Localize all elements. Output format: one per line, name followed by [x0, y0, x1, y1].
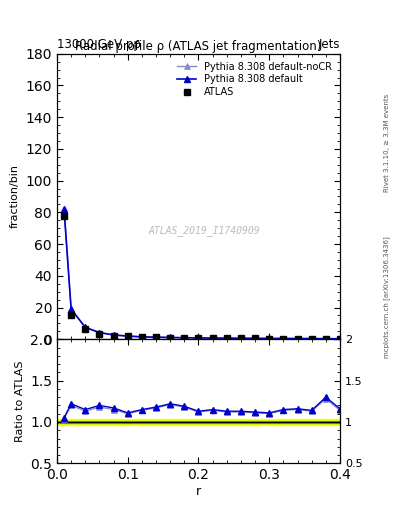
ATLAS	[83, 326, 88, 332]
Pythia 8.308 default-noCR	[69, 306, 73, 312]
ATLAS	[196, 335, 201, 341]
ATLAS	[224, 335, 229, 342]
Pythia 8.308 default	[69, 306, 73, 312]
ATLAS	[267, 335, 272, 342]
Pythia 8.308 default	[295, 335, 300, 342]
Pythia 8.308 default	[253, 335, 257, 342]
Pythia 8.308 default	[210, 335, 215, 341]
ATLAS	[210, 335, 215, 342]
Text: Jets: Jets	[318, 38, 340, 51]
ATLAS	[239, 335, 243, 342]
Pythia 8.308 default-noCR	[168, 334, 173, 340]
Line: Pythia 8.308 default: Pythia 8.308 default	[61, 206, 343, 342]
Y-axis label: Ratio to ATLAS: Ratio to ATLAS	[15, 360, 25, 442]
Pythia 8.308 default-noCR	[224, 335, 229, 341]
Legend: Pythia 8.308 default-noCR, Pythia 8.308 default, ATLAS: Pythia 8.308 default-noCR, Pythia 8.308 …	[174, 58, 335, 100]
Pythia 8.308 default	[125, 333, 130, 339]
ATLAS	[168, 335, 173, 341]
Pythia 8.308 default	[281, 335, 286, 342]
ATLAS	[140, 334, 144, 340]
Text: 13000 GeV pp: 13000 GeV pp	[57, 38, 141, 51]
Pythia 8.308 default-noCR	[196, 335, 201, 341]
Pythia 8.308 default	[196, 335, 201, 341]
Pythia 8.308 default-noCR	[182, 335, 187, 341]
Bar	[57, 419, 340, 425]
Pythia 8.308 default-noCR	[111, 332, 116, 338]
Pythia 8.308 default-noCR	[267, 335, 272, 342]
Text: Rivet 3.1.10, ≥ 3.3M events: Rivet 3.1.10, ≥ 3.3M events	[384, 94, 390, 193]
Pythia 8.308 default-noCR	[83, 324, 88, 330]
ATLAS	[182, 335, 187, 341]
Pythia 8.308 default	[140, 334, 144, 340]
Pythia 8.308 default	[309, 335, 314, 342]
ATLAS	[253, 335, 257, 342]
Pythia 8.308 default	[111, 332, 116, 338]
Pythia 8.308 default-noCR	[281, 335, 286, 342]
Pythia 8.308 default-noCR	[338, 336, 342, 342]
ATLAS	[323, 336, 328, 342]
Pythia 8.308 default	[338, 336, 342, 342]
Pythia 8.308 default	[83, 324, 88, 330]
ATLAS	[62, 212, 66, 219]
Pythia 8.308 default-noCR	[239, 335, 243, 342]
Pythia 8.308 default-noCR	[309, 335, 314, 342]
Pythia 8.308 default	[62, 206, 66, 212]
ATLAS	[111, 332, 116, 338]
Pythia 8.308 default-noCR	[125, 333, 130, 339]
Pythia 8.308 default-noCR	[154, 334, 158, 340]
Bar	[57, 421, 340, 423]
X-axis label: r: r	[196, 485, 201, 498]
Pythia 8.308 default	[239, 335, 243, 342]
Pythia 8.308 default-noCR	[210, 335, 215, 341]
Text: ATLAS_2019_I1740909: ATLAS_2019_I1740909	[148, 225, 260, 236]
ATLAS	[295, 335, 300, 342]
Pythia 8.308 default	[168, 334, 173, 340]
Text: mcplots.cern.ch [arXiv:1306.3436]: mcplots.cern.ch [arXiv:1306.3436]	[384, 236, 391, 358]
Pythia 8.308 default	[267, 335, 272, 342]
ATLAS	[338, 336, 342, 342]
ATLAS	[69, 312, 73, 318]
Line: ATLAS: ATLAS	[61, 212, 343, 342]
Pythia 8.308 default-noCR	[253, 335, 257, 342]
Pythia 8.308 default	[97, 330, 102, 336]
ATLAS	[97, 331, 102, 337]
Line: Pythia 8.308 default-noCR: Pythia 8.308 default-noCR	[61, 206, 343, 342]
Title: Radial profile ρ (ATLAS jet fragmentation): Radial profile ρ (ATLAS jet fragmentatio…	[75, 39, 321, 53]
Pythia 8.308 default	[182, 335, 187, 341]
ATLAS	[154, 334, 158, 340]
Y-axis label: fraction/bin: fraction/bin	[10, 164, 20, 228]
Pythia 8.308 default	[224, 335, 229, 341]
Pythia 8.308 default-noCR	[140, 334, 144, 340]
Pythia 8.308 default	[154, 334, 158, 340]
Pythia 8.308 default-noCR	[295, 335, 300, 342]
Pythia 8.308 default-noCR	[97, 330, 102, 336]
Pythia 8.308 default-noCR	[62, 206, 66, 212]
ATLAS	[309, 335, 314, 342]
Pythia 8.308 default	[323, 335, 328, 342]
ATLAS	[125, 333, 130, 339]
Pythia 8.308 default-noCR	[323, 335, 328, 342]
ATLAS	[281, 335, 286, 342]
